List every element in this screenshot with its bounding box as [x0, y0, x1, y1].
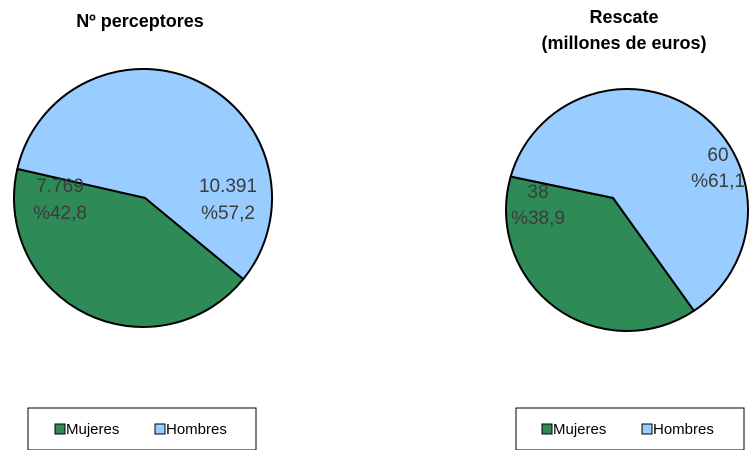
pie-slice-mujeres: [505, 175, 695, 332]
legend-swatch-hombres: [154, 423, 166, 435]
legend: Mujeres Hombres: [515, 407, 745, 450]
slice-value-label: 60: [707, 145, 728, 166]
slice-value-label: 38: [527, 182, 548, 203]
slice-value-label: 7.769: [36, 176, 84, 197]
slice-percent-label: %61,1: [691, 171, 745, 192]
slice-percent-label: %57,2: [201, 203, 255, 224]
legend-label: Hombres: [653, 421, 714, 438]
legend: Mujeres Hombres: [27, 407, 257, 450]
legend-swatch-mujeres: [541, 423, 553, 435]
pie-slice-hombres: [16, 68, 273, 281]
legend-label: Hombres: [166, 421, 227, 438]
pie: [13, 68, 273, 328]
slice-value-label: 10.391: [199, 176, 257, 197]
legend-swatch-mujeres: [54, 423, 66, 435]
slice-percent-label: %42,8: [33, 203, 87, 224]
legend-label: Mujeres: [66, 421, 119, 438]
legend-box: [515, 407, 745, 450]
chart-title: Nº perceptores: [76, 11, 204, 31]
pie-slice-hombres: [509, 88, 749, 312]
chart-perceptores: Nº perceptores 7.769 %42,8 10.391 %57,2 …: [13, 11, 273, 450]
chart-rescate: Rescate (millones de euros) 38 %38,9 60 …: [505, 7, 749, 450]
chart-subtitle: (millones de euros): [541, 33, 706, 53]
legend-box: [27, 407, 257, 450]
legend-swatch-hombres: [641, 423, 653, 435]
legend-label: Mujeres: [553, 421, 606, 438]
pie-slice-mujeres: [13, 167, 245, 328]
chart-title: Rescate: [589, 7, 658, 27]
slice-labels: 38 %38,9 60 %61,1: [511, 145, 745, 229]
slice-percent-label: %38,9: [511, 208, 565, 229]
pie: [505, 88, 749, 332]
slice-labels: 7.769 %42,8 10.391 %57,2: [33, 176, 257, 224]
